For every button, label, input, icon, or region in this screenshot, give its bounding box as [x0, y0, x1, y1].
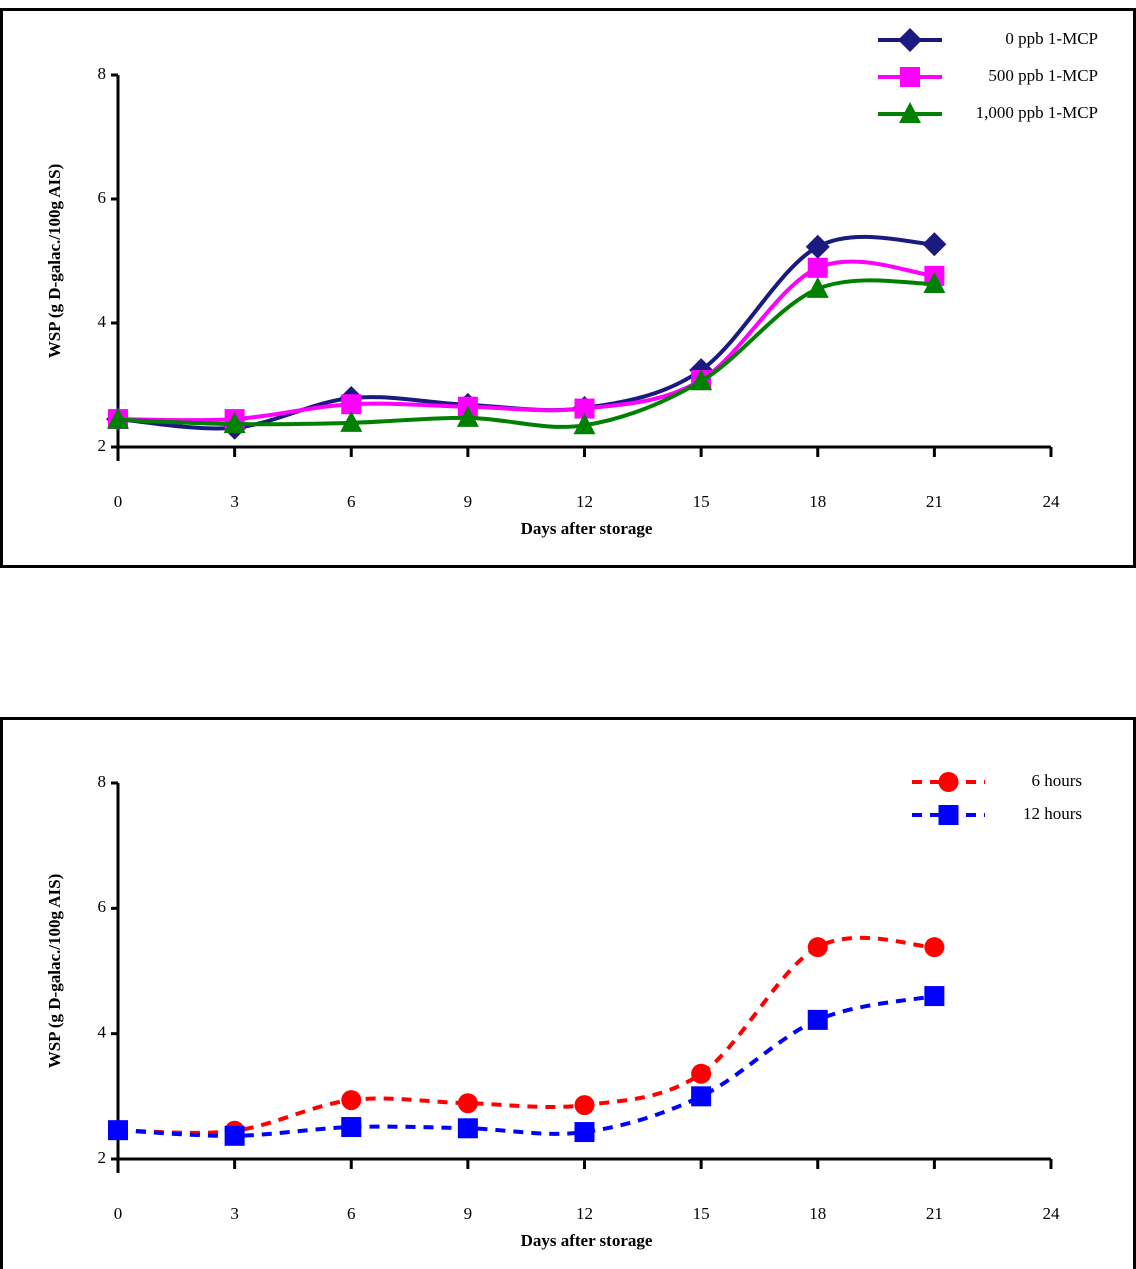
- marker: [224, 1125, 245, 1146]
- marker: [922, 232, 947, 257]
- x-tick-label: 15: [693, 1204, 710, 1223]
- series-line: [117, 994, 935, 1138]
- x-tick-label: 3: [230, 1204, 239, 1223]
- y-tick-label: 8: [98, 772, 107, 791]
- marker: [924, 986, 945, 1007]
- marker: [807, 257, 828, 278]
- marker: [574, 1095, 595, 1116]
- series-line: [117, 278, 935, 429]
- x-tick-label: 12: [576, 492, 593, 511]
- x-tick-label: 9: [464, 492, 473, 511]
- series-line: [117, 259, 935, 423]
- x-tick-label: 3: [230, 492, 239, 511]
- marker: [899, 102, 921, 123]
- marker: [223, 412, 246, 434]
- x-tick-label: 21: [926, 1204, 943, 1223]
- chart-frame: [0, 717, 1136, 1269]
- x-tick-label: 6: [347, 492, 356, 511]
- x-tick-label: 6: [347, 1204, 356, 1223]
- x-tick-label: 18: [809, 1204, 826, 1223]
- x-axis-label: Days after storage: [521, 519, 653, 538]
- y-tick-label: 2: [98, 436, 107, 455]
- marker: [805, 234, 830, 259]
- y-tick-label: 6: [98, 897, 107, 916]
- x-tick-label: 0: [114, 1204, 123, 1223]
- series-line: [117, 935, 935, 1135]
- legend-label: 0 ppb 1-MCP: [1005, 29, 1098, 48]
- marker: [341, 1117, 362, 1138]
- y-tick-label: 4: [98, 312, 107, 331]
- marker: [341, 394, 362, 415]
- marker: [457, 1118, 478, 1139]
- marker: [456, 405, 479, 427]
- marker: [457, 1093, 478, 1114]
- marker: [938, 805, 959, 825]
- legend-label: 1,000 ppb 1-MCP: [976, 103, 1098, 122]
- legend-label: 6 hours: [1031, 771, 1082, 790]
- x-tick-label: 18: [809, 492, 826, 511]
- x-tick-label: 24: [1043, 1204, 1061, 1223]
- marker: [807, 937, 828, 958]
- marker: [900, 67, 920, 87]
- y-axis-label: WSP (g D-galac./100g AIS): [45, 164, 64, 359]
- marker: [691, 1063, 712, 1084]
- legend-label: 500 ppb 1-MCP: [988, 66, 1098, 85]
- y-tick-label: 4: [98, 1023, 107, 1042]
- marker: [574, 1122, 595, 1143]
- marker: [107, 407, 129, 429]
- marker: [573, 413, 596, 435]
- x-tick-label: 21: [926, 492, 943, 511]
- y-tick-label: 8: [98, 64, 107, 83]
- x-tick-label: 12: [576, 1204, 593, 1223]
- marker: [806, 276, 829, 298]
- x-tick-label: 15: [693, 492, 710, 511]
- marker: [574, 398, 595, 419]
- marker: [807, 1009, 828, 1030]
- y-tick-label: 2: [98, 1148, 107, 1167]
- x-axis-label: Days after storage: [521, 1231, 653, 1250]
- marker: [340, 410, 363, 432]
- x-tick-label: 0: [114, 492, 123, 511]
- marker: [923, 271, 946, 293]
- y-tick-label: 6: [98, 188, 107, 207]
- legend-label: 12 hours: [1023, 804, 1082, 823]
- y-axis-label: WSP (g D-galac./100g AIS): [45, 874, 64, 1069]
- marker: [898, 28, 922, 52]
- chart-frame: [0, 8, 1136, 568]
- marker: [938, 772, 959, 792]
- marker: [691, 1086, 712, 1107]
- marker: [341, 1090, 362, 1111]
- marker: [108, 1120, 128, 1141]
- x-tick-label: 24: [1043, 492, 1061, 511]
- marker: [924, 937, 945, 958]
- marker: [690, 369, 713, 391]
- x-tick-label: 9: [464, 1204, 473, 1223]
